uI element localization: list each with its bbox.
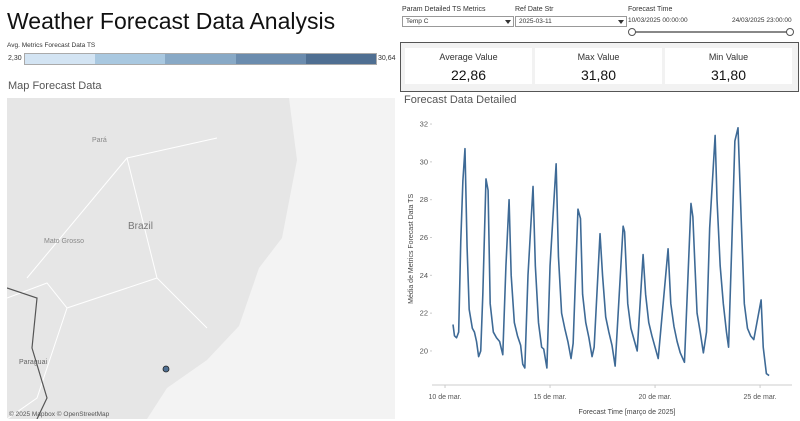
country-border <box>7 287 48 419</box>
y-tick-label: 30 <box>420 157 428 166</box>
map-label: Pará <box>92 137 107 144</box>
ocean <box>147 98 395 419</box>
filter-select[interactable]: Temp C <box>402 16 514 27</box>
legend-title: Avg. Metrics Forecast Data TS <box>7 42 96 49</box>
x-tick-label: 25 de mar. <box>744 394 777 401</box>
ramp-step <box>95 54 166 64</box>
color-ramp <box>24 53 377 65</box>
kpi-label: Min Value <box>708 52 749 62</box>
y-tick-label: 20 <box>420 346 428 355</box>
map-title: Map Forecast Data <box>8 80 102 92</box>
y-tick-label: 28 <box>420 195 428 204</box>
filter-label: Param Detailed TS Metrics <box>402 6 486 13</box>
series-line <box>452 127 770 377</box>
x-tick-label: 15 de mar. <box>534 394 567 401</box>
y-tick-label: 24 <box>420 271 428 280</box>
kpi-value: 22,86 <box>450 67 487 83</box>
ramp-step <box>165 54 236 64</box>
ramp-step <box>25 54 96 64</box>
line-chart: Forecast Data Detailed 20 22 24 26 28 30 32 10 … <box>404 95 792 416</box>
kpi-value: 31,80 <box>710 67 747 83</box>
y-axis-title: Média de Metrics Forecast Data TS <box>408 194 415 304</box>
slider-handle[interactable] <box>786 28 794 36</box>
kpi-value: 31,80 <box>580 67 617 83</box>
kpi-card: Max Value 31,80 <box>535 48 662 84</box>
map-label: Brazil <box>128 221 153 232</box>
range-start: 10/03/2025 00:00:00 <box>628 17 688 24</box>
ramp-step <box>305 54 377 64</box>
legend-min: 2,30 <box>8 55 22 62</box>
kpi-card: Min Value 31,80 <box>665 48 792 84</box>
filter-label: Ref Date Str <box>515 6 554 13</box>
map-label: Mato Grosso <box>44 238 84 245</box>
y-tick-label: 32 <box>420 120 428 129</box>
legend-max: 30,64 <box>378 55 396 62</box>
filter-label: Forecast Time <box>628 6 673 13</box>
map-label: Paraguai <box>19 359 47 366</box>
range-slider[interactable] <box>632 31 790 33</box>
ramp-step <box>235 54 306 64</box>
y-tick-label: 26 <box>420 233 428 242</box>
slider-handle[interactable] <box>628 28 636 36</box>
x-tick-label: 20 de mar. <box>639 394 672 401</box>
filter-select[interactable]: 2025-03-11 <box>515 16 627 27</box>
map-attribution: © 2025 Mapbox © OpenStreetMap <box>9 410 110 418</box>
x-tick-label: 10 de mar. <box>428 394 461 401</box>
x-axis-title: Forecast Time [março de 2025] <box>579 409 676 416</box>
kpi-card: Average Value 22,86 <box>405 48 532 84</box>
borders <box>7 137 218 419</box>
range-end: 24/03/2025 23:00:00 <box>732 17 792 24</box>
chart-title: Forecast Data Detailed <box>404 95 517 106</box>
location-marker[interactable] <box>162 365 170 373</box>
dashboard-title: Weather Forecast Data Analysis <box>7 8 336 34</box>
kpi-label: Average Value <box>439 52 498 62</box>
y-tick-label: 22 <box>420 309 428 318</box>
map: Pará Brazil Mato Grosso Paraguai © 2025 … <box>7 98 395 419</box>
kpi-label: Max Value <box>577 52 620 62</box>
